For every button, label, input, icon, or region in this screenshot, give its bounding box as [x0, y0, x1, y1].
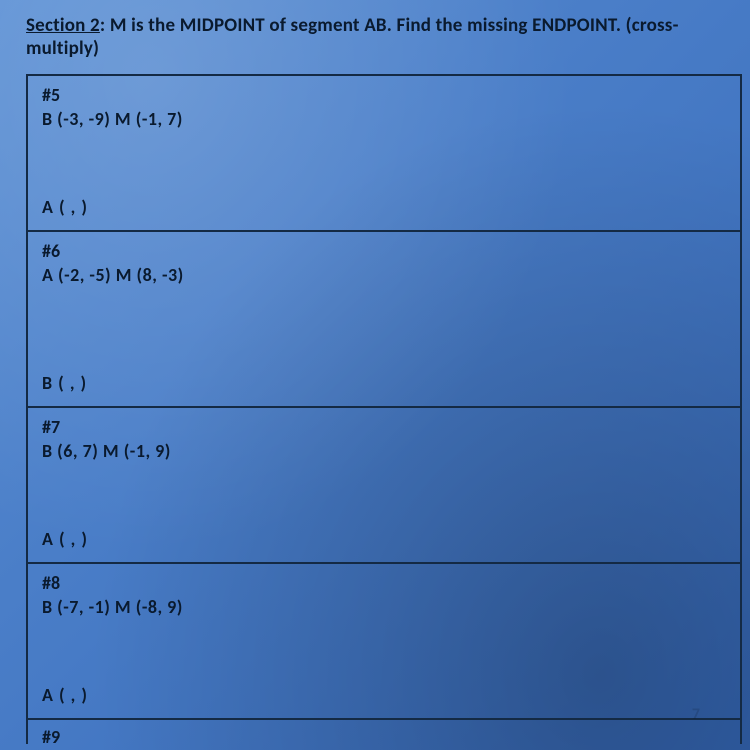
problem-5-cell: #5 B (-3, -9) M (-1, 7) A ( , ): [28, 76, 740, 232]
problem-number: #6: [42, 240, 728, 262]
answer-line[interactable]: B ( , ): [42, 372, 728, 394]
work-area[interactable]: [42, 462, 728, 526]
given-points: B (6, 7) M (-1, 9): [42, 440, 728, 462]
answer-line[interactable]: A ( , ): [42, 528, 728, 550]
problem-number: #8: [42, 572, 728, 594]
work-area[interactable]: [42, 130, 728, 194]
problem-8-cell: #8 B (-7, -1) M (-8, 9) 7 A ( , ): [28, 564, 740, 720]
problem-6-cell: #6 A (-2, -5) M (8, -3) B ( , ): [28, 232, 740, 408]
work-area[interactable]: [42, 286, 728, 370]
instruction-pre: : M is the: [100, 14, 180, 37]
problem-9-cell: #9: [28, 720, 740, 744]
problem-number: #7: [42, 416, 728, 438]
endpoint-word: ENDPOINT.: [532, 14, 621, 37]
section-header: Section 2: M is the MIDPOINT of segment …: [26, 14, 742, 60]
answer-line[interactable]: A ( , ): [42, 196, 728, 218]
problem-number: #9: [42, 726, 728, 744]
given-points: A (-2, -5) M (8, -3): [42, 264, 728, 286]
work-area[interactable]: 7: [42, 618, 728, 682]
problem-7-cell: #7 B (6, 7) M (-1, 9) A ( , ): [28, 408, 740, 564]
worksheet-page: Section 2: M is the MIDPOINT of segment …: [0, 0, 750, 750]
section-label: Section 2: [26, 14, 100, 37]
instruction-mid: of segment AB. Find the missing: [265, 14, 532, 37]
problem-table: #5 B (-3, -9) M (-1, 7) A ( , ) #6 A (-2…: [26, 74, 742, 744]
answer-line[interactable]: A ( , ): [42, 684, 728, 706]
midpoint-word: MIDPOINT: [180, 14, 265, 37]
problem-number: #5: [42, 84, 728, 106]
given-points: B (-3, -9) M (-1, 7): [42, 108, 728, 130]
given-points: B (-7, -1) M (-8, 9): [42, 596, 728, 618]
